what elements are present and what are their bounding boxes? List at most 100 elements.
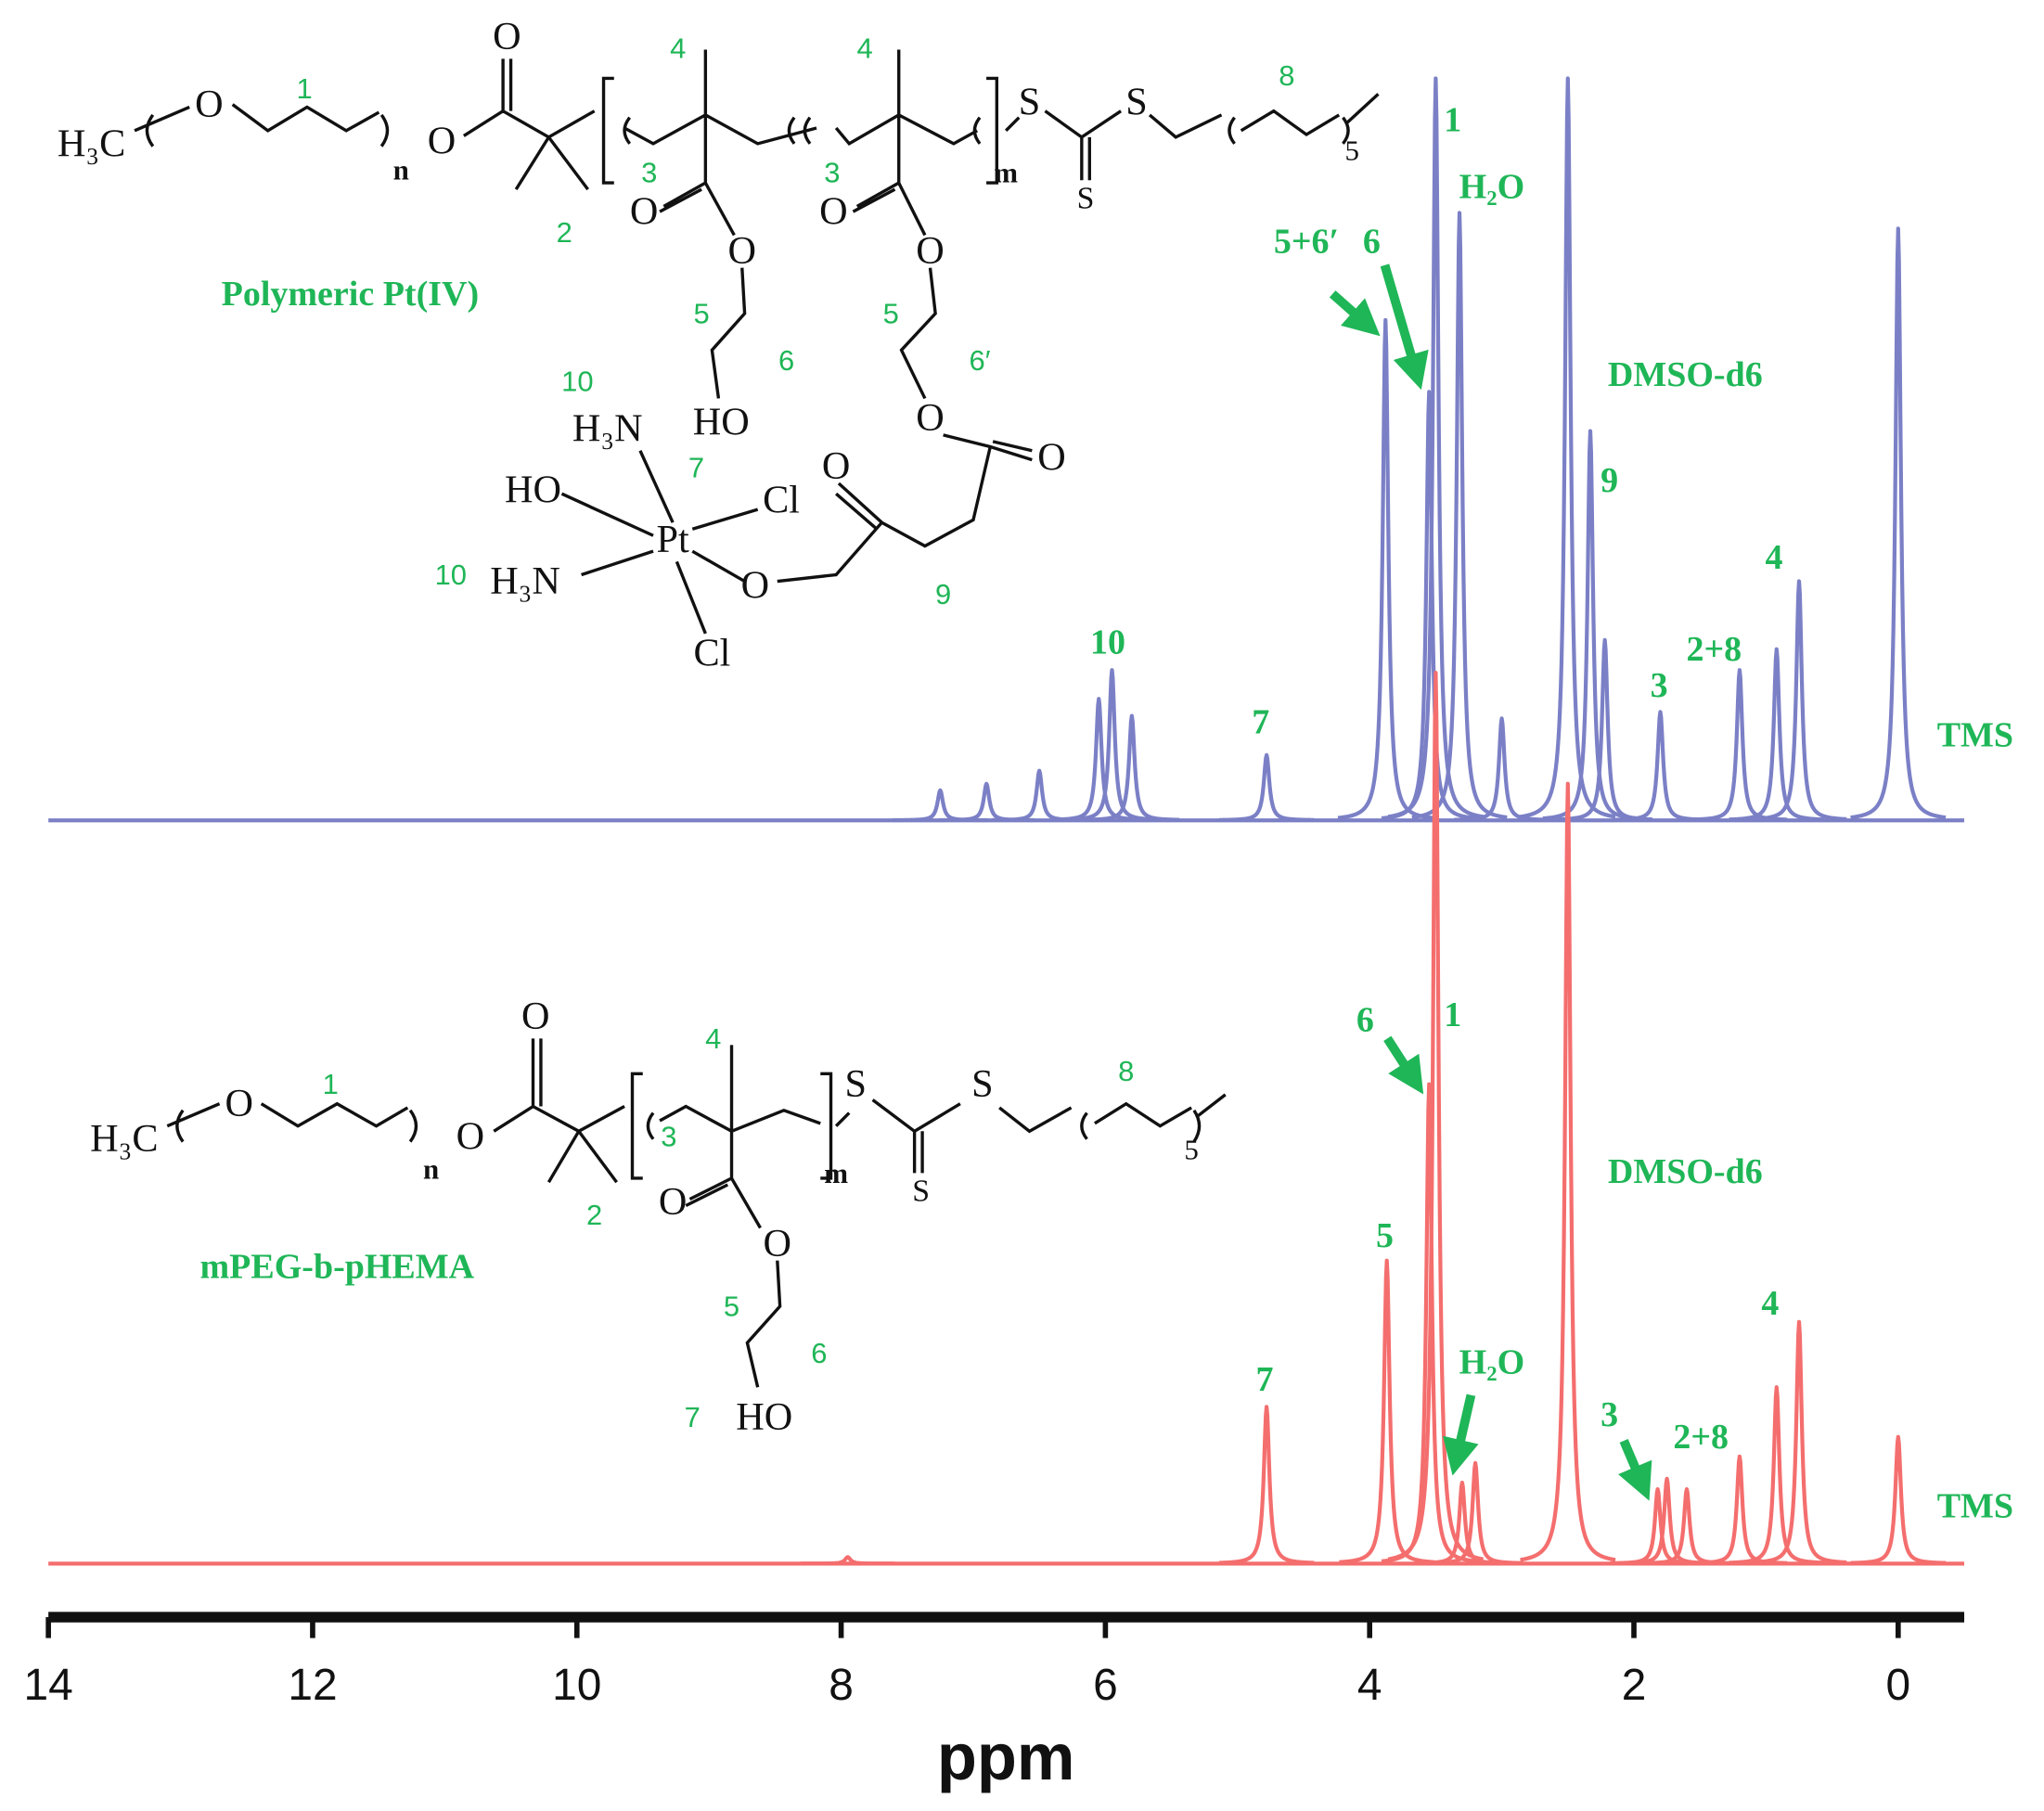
atom: Pt xyxy=(657,518,689,561)
position-number: 7 xyxy=(685,1401,701,1433)
position-number: 10 xyxy=(435,559,467,591)
atom: 5 xyxy=(1184,1134,1198,1166)
peak-label: H₂O xyxy=(1459,167,1525,206)
atom: S xyxy=(1125,80,1147,123)
x-tick-label: 4 xyxy=(1357,1661,1382,1710)
x-tick-label: 12 xyxy=(288,1661,337,1710)
peak-label: 2+8 xyxy=(1686,630,1742,669)
peak xyxy=(1336,317,1434,820)
atom: O xyxy=(741,563,770,607)
atom: HO xyxy=(693,400,750,443)
atom: O xyxy=(764,1222,791,1265)
peak xyxy=(1611,710,1710,822)
peak-label: TMS xyxy=(1937,1486,2013,1525)
atom: Cl xyxy=(763,479,800,522)
position-number: 4 xyxy=(857,32,873,65)
atom: O xyxy=(456,1114,485,1158)
peak xyxy=(1217,752,1316,822)
atom: S xyxy=(971,1062,993,1106)
x-tick-label: 0 xyxy=(1886,1661,1911,1710)
atom: O xyxy=(822,444,851,488)
annotations-top: 1 H₂O 5+6′ 6 DMSO-d6 9 4 2+8 3 10 7 TMS xyxy=(1090,101,2013,755)
peak-label: 4 xyxy=(1761,1284,1779,1323)
x-tick-label: 8 xyxy=(829,1661,854,1710)
atom: S xyxy=(1077,182,1095,216)
position-number: 3 xyxy=(824,156,840,188)
atom: O xyxy=(493,15,521,58)
peak-label: 10 xyxy=(1090,623,1125,662)
position-number: 2 xyxy=(557,216,572,249)
peak xyxy=(1453,716,1551,822)
peak-label: H₂O xyxy=(1459,1343,1525,1382)
x-tick-label: 2 xyxy=(1622,1661,1647,1710)
atom: O xyxy=(728,229,756,273)
atom: O xyxy=(428,120,456,163)
peak xyxy=(799,1555,897,1566)
peak-label: 6 xyxy=(1363,222,1381,261)
peak xyxy=(990,768,1088,823)
atom: H₃N xyxy=(572,406,643,450)
peak xyxy=(1618,1476,1716,1566)
position-number: 1 xyxy=(323,1068,339,1100)
atom: O xyxy=(1037,435,1066,479)
x-tick-label: 14 xyxy=(24,1661,73,1710)
atom: H₃C xyxy=(58,122,125,165)
structure-bottom: H₃C O n O O m S S S 5 O O HO 1 4 3 8 2 5… xyxy=(90,995,1227,1439)
peak xyxy=(1338,1258,1436,1564)
atom: O xyxy=(819,190,848,234)
x-tick-label: 6 xyxy=(1093,1661,1118,1710)
position-number: 9 xyxy=(935,578,951,610)
peak xyxy=(891,788,989,823)
atom: Cl xyxy=(693,631,730,674)
bonds xyxy=(166,1038,1227,1388)
peak-label: 5 xyxy=(1376,1216,1394,1255)
peak-label: 2+8 xyxy=(1673,1418,1729,1457)
atom: O xyxy=(659,1180,688,1224)
peak xyxy=(1728,1385,1826,1565)
peak-label: 3 xyxy=(1600,1395,1618,1434)
position-number: 1 xyxy=(296,72,312,105)
peak-label: DMSO-d6 xyxy=(1608,1152,1763,1191)
peak-label: 9 xyxy=(1600,461,1618,500)
x-axis: 14 12 10 8 6 4 2 0 xyxy=(24,1612,1965,1710)
atom: HO xyxy=(505,468,561,511)
peak xyxy=(937,781,1035,823)
structure-title: Polymeric Pt(IV) xyxy=(222,275,480,314)
atom: S xyxy=(845,1062,867,1106)
atom: O xyxy=(521,995,550,1038)
atom: m xyxy=(994,156,1018,188)
position-number: 10 xyxy=(561,366,593,398)
position-number: 6 xyxy=(778,344,794,377)
position-number: 3 xyxy=(661,1120,676,1152)
peak xyxy=(1519,76,1617,819)
atom: O xyxy=(916,229,945,273)
peak xyxy=(1062,668,1162,822)
atom: n xyxy=(393,154,409,186)
position-number: 4 xyxy=(705,1022,721,1055)
peak xyxy=(1556,637,1654,822)
peak-label: TMS xyxy=(1937,716,2013,755)
position-number: 8 xyxy=(1279,59,1294,92)
arrow xyxy=(1443,1394,1479,1476)
position-number: 7 xyxy=(688,452,704,484)
peak-label: 5+6′ xyxy=(1274,222,1339,261)
position-number: 5 xyxy=(694,297,710,329)
peak xyxy=(1849,226,1948,820)
position-number: 3 xyxy=(641,156,657,188)
atom: HO xyxy=(736,1395,792,1439)
peak-label: 6 xyxy=(1356,1001,1374,1040)
atom: O xyxy=(225,1082,253,1125)
peak xyxy=(1426,1460,1524,1565)
atom: S xyxy=(912,1175,930,1209)
bonds xyxy=(134,49,1380,635)
atom: 5 xyxy=(1345,134,1359,166)
atom: O xyxy=(630,190,659,234)
peak xyxy=(1750,1319,1848,1565)
position-number: 5 xyxy=(883,297,899,329)
spectra xyxy=(48,76,1965,1566)
peak xyxy=(1750,579,1848,822)
position-number: 8 xyxy=(1118,1055,1134,1087)
arrow xyxy=(1618,1439,1652,1501)
position-number: 6′ xyxy=(970,344,991,377)
